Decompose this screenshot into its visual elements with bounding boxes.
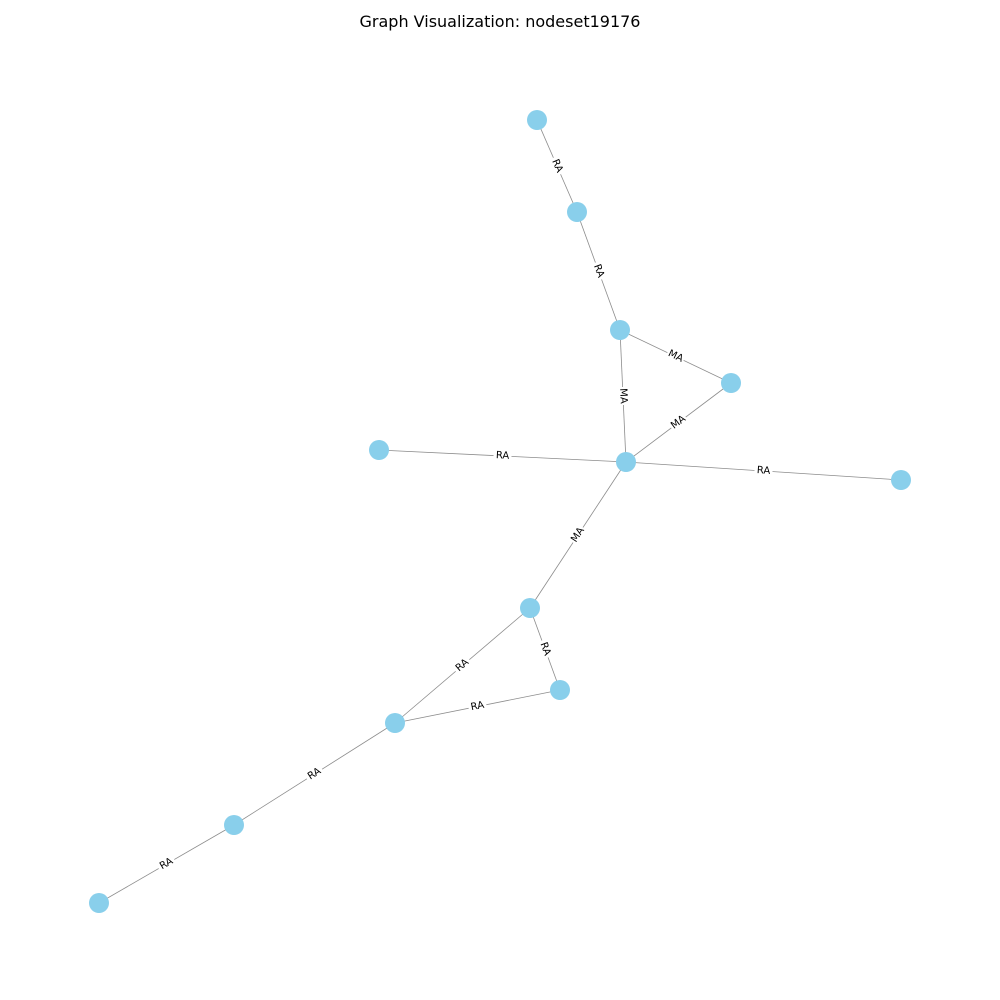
graph-node (891, 470, 911, 490)
edge-label-group: MA (664, 347, 687, 366)
edge-label-group: RA (547, 155, 567, 177)
edge-label-group: MA (667, 412, 690, 433)
edge-label: RA (756, 465, 770, 477)
edge-label-background (589, 260, 608, 282)
graph-edge: RA (394, 607, 531, 724)
edge-label-background (664, 347, 687, 366)
edge-label-background (667, 412, 690, 433)
edge-label: RA (591, 263, 606, 279)
edge-label-background (616, 386, 630, 406)
edge-label-background (493, 449, 512, 463)
edge-label-group: MA (568, 524, 588, 546)
graph-edge: RA (98, 824, 235, 904)
graph-node (369, 440, 389, 460)
nodes-layer (89, 110, 911, 913)
edge-label-background (467, 698, 488, 715)
edge-label-background (536, 638, 554, 660)
edge-label: RA (549, 158, 564, 175)
graph-node (550, 680, 570, 700)
edge-label: RA (470, 700, 485, 713)
edge-label-group: RA (155, 854, 178, 874)
graph-node (385, 713, 405, 733)
graph-node (224, 815, 244, 835)
edge-label-group: RA (303, 764, 326, 784)
edge-label-group: MA (616, 386, 630, 406)
graph-edge: RA (394, 689, 561, 724)
graph-node (89, 893, 109, 913)
graph-edge: MA (529, 461, 627, 609)
edge-label-background (303, 764, 326, 784)
edge-label-background (155, 854, 178, 874)
edge-label: RA (538, 641, 553, 657)
graph-node (610, 320, 630, 340)
edge-label: MA (669, 413, 688, 431)
graph-edge: MA (616, 329, 630, 463)
edge-label: RA (496, 450, 510, 462)
graph-edge: RA (233, 722, 396, 826)
edge-label-background (568, 524, 588, 546)
graph-node (520, 598, 540, 618)
edge-label-group: RA (589, 260, 608, 282)
graph-edge: MA (625, 382, 732, 463)
graph-node (721, 373, 741, 393)
graph-edge: MA (619, 329, 732, 384)
graph-edge: RA (625, 461, 902, 481)
edge-label-group: RA (754, 464, 773, 478)
edge-label-group: RA (467, 698, 488, 715)
graph-node (616, 452, 636, 472)
edge-label: MA (617, 388, 629, 404)
graph-edge: RA (576, 211, 621, 331)
edge-label-background (451, 655, 474, 676)
edge-label-group: RA (536, 638, 554, 660)
edge-label-group: RA (493, 449, 512, 463)
graph-node (567, 202, 587, 222)
edge-label-group: RA (451, 655, 474, 676)
page-title: Graph Visualization: nodeset19176 (359, 12, 641, 31)
graph-node (527, 110, 547, 130)
edges-layer: RA RA MA MA MA RA RA MA RA RA RA RA RA (98, 119, 902, 904)
graph-edge: RA (536, 119, 578, 213)
edge-label-background (547, 155, 567, 177)
graph-edge: RA (529, 607, 561, 691)
graph-edge: RA (378, 449, 627, 463)
edge-label-background (754, 464, 773, 478)
